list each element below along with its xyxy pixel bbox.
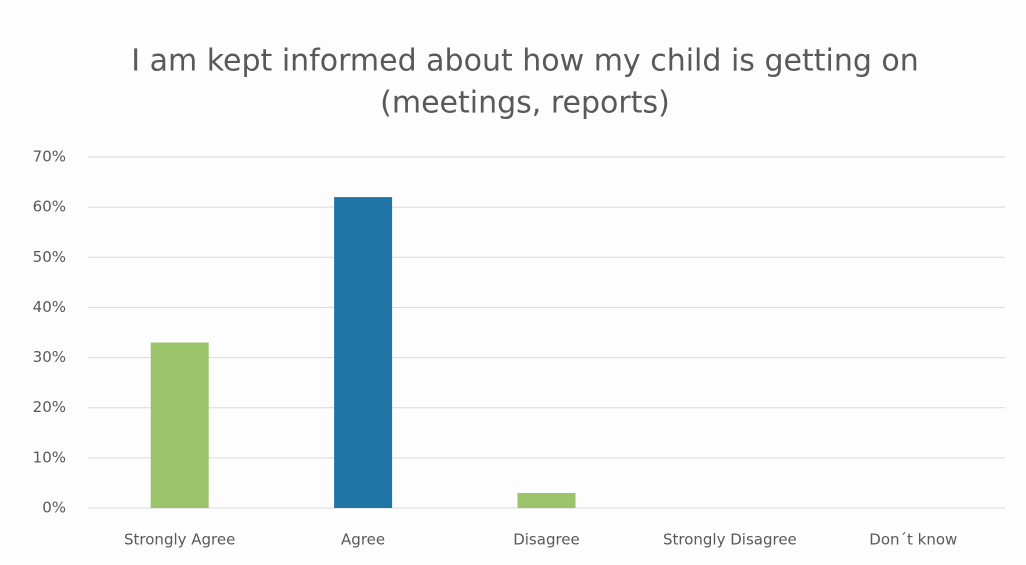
y-tick-label: 10%	[33, 448, 66, 466]
bar	[517, 492, 576, 508]
bar	[334, 197, 393, 508]
y-tick-label: 20%	[33, 398, 66, 416]
x-tick-label: Strongly Disagree	[663, 531, 797, 549]
y-tick-label: 70%	[33, 148, 66, 166]
bar	[150, 342, 209, 508]
y-tick-label: 50%	[33, 248, 66, 266]
y-tick-label: 30%	[33, 348, 66, 366]
x-tick-label: Disagree	[513, 531, 580, 549]
y-tick-label: 60%	[33, 198, 66, 216]
chart-title: (meetings, reports)	[380, 86, 670, 121]
y-tick-label: 0%	[42, 499, 66, 517]
chart-title: I am kept informed about how my child is…	[131, 44, 919, 79]
y-tick-label: 40%	[33, 298, 66, 316]
x-tick-label: Don´t know	[869, 531, 957, 549]
x-tick-label: Agree	[341, 531, 385, 549]
x-tick-label: Strongly Agree	[124, 531, 235, 549]
